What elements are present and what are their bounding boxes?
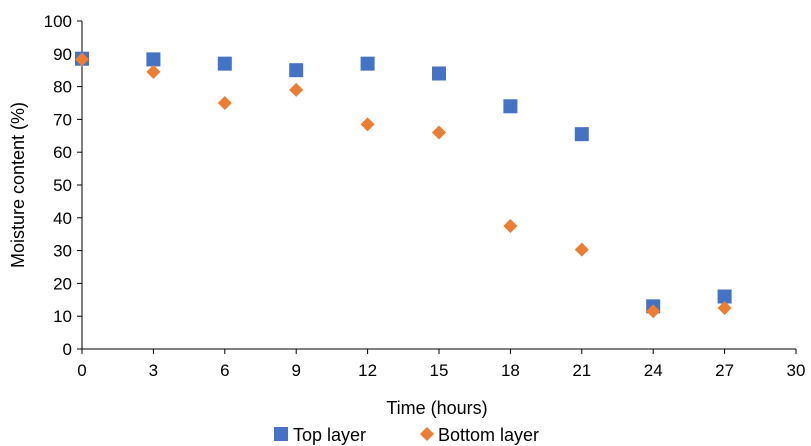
data-point-diamond <box>217 96 232 110</box>
x-axis-title: Time (hours) <box>386 398 487 418</box>
y-tick-label: 20 <box>53 274 72 293</box>
y-tick-label: 50 <box>53 176 72 195</box>
series-bottom-layer <box>75 52 732 319</box>
data-point-square <box>574 127 589 142</box>
y-axis: 0 10 20 30 40 50 60 70 80 90 100 <box>44 12 83 359</box>
data-point-diamond <box>646 304 661 319</box>
x-tick-label: 21 <box>572 361 591 380</box>
legend: Top layer Bottom layer <box>274 425 539 445</box>
x-tick-label: 18 <box>501 361 520 380</box>
y-tick-label: 30 <box>53 242 72 261</box>
y-tick-label: 100 <box>44 12 72 31</box>
y-tick-label: 10 <box>53 307 72 326</box>
legend-marker-diamond <box>420 427 434 441</box>
data-point-diamond <box>75 52 89 67</box>
data-point-diamond <box>146 64 161 79</box>
data-point-diamond <box>717 301 732 315</box>
x-axis: 0 3 6 9 12 15 18 21 24 27 30 <box>77 348 806 380</box>
x-tick-label: 6 <box>220 361 229 380</box>
legend-label: Top layer <box>293 425 366 445</box>
data-point-diamond <box>574 242 589 257</box>
x-tick-label: 15 <box>430 361 449 380</box>
x-tick-label: 0 <box>77 361 86 380</box>
y-tick-label: 90 <box>53 45 72 64</box>
x-tick-label: 27 <box>715 361 734 380</box>
y-tick-label: 60 <box>53 143 72 162</box>
y-tick-label: 0 <box>63 340 72 359</box>
x-tick-label: 30 <box>787 361 806 380</box>
x-tick-label: 9 <box>291 361 300 380</box>
data-point-square <box>289 63 304 78</box>
series-top-layer <box>75 51 732 314</box>
data-point-square <box>360 56 375 71</box>
data-point-diamond <box>360 117 375 132</box>
data-point-square <box>217 56 232 71</box>
data-point-square <box>146 52 161 67</box>
data-point-diamond <box>503 219 518 233</box>
x-tick-label: 24 <box>644 361 663 380</box>
y-tick-label: 40 <box>53 209 72 228</box>
y-tick-label: 70 <box>53 110 72 129</box>
data-point-square <box>717 289 732 304</box>
y-axis-title: Moisture content (%) <box>8 102 28 268</box>
data-point-diamond <box>289 82 304 97</box>
data-point-diamond <box>432 125 446 140</box>
data-point-square <box>503 99 518 114</box>
data-point-square <box>432 66 446 81</box>
legend-marker-square <box>274 427 288 441</box>
legend-label: Bottom layer <box>438 425 539 445</box>
x-tick-label: 3 <box>149 361 158 380</box>
x-tick-label: 12 <box>358 361 377 380</box>
data-points <box>75 51 732 319</box>
y-tick-label: 80 <box>53 78 72 97</box>
